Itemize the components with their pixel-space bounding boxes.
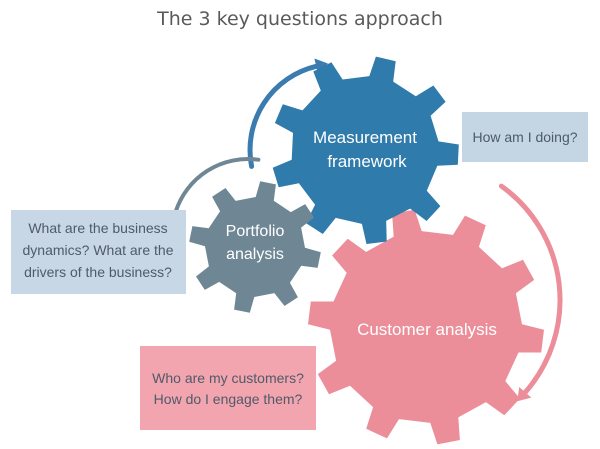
portfolio-question-line1: What are the business	[28, 220, 167, 236]
portfolio-question-box	[11, 210, 186, 294]
cycle-arrow-portfolio	[173, 157, 261, 214]
cycle-arrow-customer	[498, 183, 563, 395]
measurement-question-box	[462, 112, 588, 162]
portfolio-analysis-gear	[189, 181, 321, 313]
measurement-question-text: How am I doing?	[472, 129, 577, 145]
customer-question-line1: Who are my customers?	[152, 370, 304, 386]
portfolio-gear-label-line1: Portfolio	[226, 223, 285, 240]
cycle-arrow-measurement	[247, 63, 319, 169]
portfolio-question-line2: dynamics? What are the	[23, 242, 174, 258]
portfolio-question-line3: drivers of the business?	[24, 264, 172, 280]
measurement-gear-label-line2: framework	[327, 152, 407, 171]
portfolio-gear-label-line2: analysis	[226, 246, 284, 263]
customer-analysis-gear	[308, 209, 544, 445]
arrow-head-customer	[517, 387, 532, 402]
measurement-framework-gear	[272, 56, 459, 244]
customer-gear-label: Customer analysis	[357, 320, 497, 339]
measurement-gear-label-line1: Measurement	[313, 128, 417, 147]
customer-question-box	[140, 346, 316, 430]
diagram-title: The 3 key questions approach	[156, 8, 443, 30]
customer-question-line2: How do I engage them?	[154, 391, 303, 407]
